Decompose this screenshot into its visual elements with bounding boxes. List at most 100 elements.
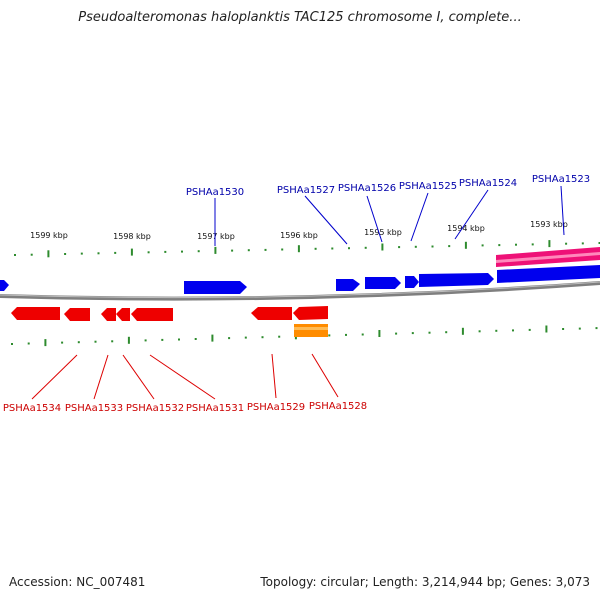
ruler-minor-tick <box>515 243 517 246</box>
gene-PSHAa1524[interactable] <box>419 273 494 287</box>
gene-label-PSHAa1532[interactable]: PSHAa1532 <box>126 403 184 414</box>
ruler-minor-tick <box>14 254 16 256</box>
gene-label-PSHAa1530[interactable]: PSHAa1530 <box>186 187 244 198</box>
label-connectors <box>31 185 565 400</box>
ruler-minor-tick <box>528 328 531 331</box>
ruler-minor-tick <box>114 251 117 254</box>
gene-PSHAa1528[interactable] <box>293 306 328 320</box>
gene-PSHAa1527[interactable] <box>336 279 360 291</box>
ruler-minor-tick <box>428 331 431 334</box>
gene-label-PSHAa1533[interactable]: PSHAa1533 <box>65 403 123 414</box>
ruler-label-1593: 1593 kbp <box>530 220 568 229</box>
ruler-minor-tick <box>398 246 401 249</box>
ruler-minor-tick <box>144 339 147 342</box>
ruler-major-tick <box>297 245 300 253</box>
ruler-label-1595: 1595 kbp <box>364 228 402 237</box>
ruler-major-tick <box>47 250 50 258</box>
gene-PSHAa1523[interactable] <box>497 265 600 283</box>
ruler-major-tick <box>44 339 47 347</box>
ruler-minor-tick <box>431 245 434 248</box>
gene-PSHAa1530[interactable] <box>184 281 247 294</box>
ruler-minor-tick <box>228 337 231 340</box>
gene-label-PSHAa1528[interactable]: PSHAa1528 <box>309 401 367 412</box>
gene-label-PSHAa1523[interactable]: PSHAa1523 <box>532 174 590 185</box>
rna-feature[interactable] <box>294 324 328 337</box>
ruler-minor-tick <box>30 253 33 256</box>
gene-forward[interactable] <box>0 280 9 291</box>
reverse-gene-labels: PSHAa1534 PSHAa1533 PSHAa1532 PSHAa1531 … <box>3 401 367 414</box>
ruler-minor-tick <box>77 341 80 344</box>
ruler-minor-tick <box>231 249 234 252</box>
ruler-minor-tick <box>278 335 281 338</box>
gene-PSHAa1532b[interactable] <box>116 308 130 321</box>
ruler-minor-tick <box>562 328 565 330</box>
ruler-major-tick <box>130 248 133 256</box>
ruler-minor-tick <box>495 329 498 332</box>
forward-genes <box>0 265 600 294</box>
ruler-minor-tick <box>147 251 150 254</box>
ruler-minor-tick <box>581 242 584 245</box>
ruler-minor-tick <box>395 332 398 335</box>
ruler-major-tick <box>381 243 384 251</box>
rna-feature-shine <box>294 327 328 330</box>
ruler-minor-tick <box>94 340 97 343</box>
ruler-major-tick <box>214 246 217 254</box>
ruler-minor-tick <box>11 343 13 345</box>
ruler-major-tick <box>211 334 214 342</box>
ruler-minor-tick <box>331 247 334 250</box>
ruler-major-tick <box>548 240 551 248</box>
ruler-label-1597: 1597 kbp <box>197 232 235 241</box>
ruler-minor-tick <box>348 247 350 250</box>
ruler-minor-tick <box>281 248 284 251</box>
ruler-minor-tick <box>314 247 317 250</box>
ruler-minor-tick <box>414 245 417 248</box>
ruler-major-tick <box>378 330 381 337</box>
chromosome-backbone <box>0 281 600 301</box>
gene-PSHAa1529[interactable] <box>251 307 292 320</box>
forward-gene-labels: PSHAa1530 PSHAa1527 PSHAa1526 PSHAa1525 … <box>186 174 590 198</box>
ruler-label-1598: 1598 kbp <box>113 232 151 241</box>
gene-label-PSHAa1525[interactable]: PSHAa1525 <box>399 181 457 192</box>
feature-highlight-shine <box>496 252 600 263</box>
gene-PSHAa1525[interactable] <box>405 276 419 288</box>
gene-PSHAa1526[interactable] <box>365 277 401 289</box>
ruler-minor-tick <box>364 246 367 249</box>
ruler-label-1596: 1596 kbp <box>280 231 318 240</box>
ruler-major-tick <box>464 241 467 249</box>
ruler-minor-tick <box>111 340 114 343</box>
ruler-minor-tick <box>411 332 414 335</box>
gene-PSHAa1534[interactable] <box>11 307 60 320</box>
ruler-minor-tick <box>178 338 180 341</box>
ruler-minor-tick <box>247 249 250 252</box>
ruler-minor-tick <box>197 250 200 253</box>
ruler-minor-tick <box>531 243 534 246</box>
ruler-minor-tick <box>264 248 267 251</box>
ruler-minor-tick <box>97 252 100 255</box>
gene-label-PSHAa1527[interactable]: PSHAa1527 <box>277 185 335 196</box>
ruler-minor-tick <box>578 327 581 330</box>
ruler-major-tick <box>461 327 464 335</box>
gene-label-PSHAa1524[interactable]: PSHAa1524 <box>459 178 517 189</box>
ruler-minor-tick <box>445 331 448 334</box>
ruler-minor-tick <box>448 245 451 248</box>
ruler-minor-tick <box>595 327 598 330</box>
ruler-minor-tick <box>161 338 164 341</box>
ruler-minor-tick <box>27 342 30 345</box>
gene-label-PSHAa1526[interactable]: PSHAa1526 <box>338 183 396 194</box>
gene-PSHAa1531[interactable] <box>131 308 173 321</box>
map-title: Pseudoalteromonas haloplanktis TAC125 ch… <box>78 10 522 25</box>
ruler-label-1599: 1599 kbp <box>30 231 68 240</box>
gene-label-PSHAa1531[interactable]: PSHAa1531 <box>186 403 244 414</box>
chromosome-backbone-highlight <box>0 281 600 299</box>
ruler-minor-tick <box>244 336 247 339</box>
gene-label-PSHAa1529[interactable]: PSHAa1529 <box>247 402 305 413</box>
ruler-minor-tick <box>345 333 347 336</box>
gene-label-PSHAa1534[interactable]: PSHAa1534 <box>3 403 61 414</box>
ruler-label-1594: 1594 kbp <box>447 224 485 233</box>
gene-PSHAa1532[interactable] <box>101 308 116 321</box>
ruler-ticks-bottom <box>11 325 598 347</box>
ruler-minor-tick <box>598 242 600 244</box>
gene-PSHAa1533[interactable] <box>64 308 90 321</box>
genome-summary: Topology: circular; Length: 3,214,944 bp… <box>260 575 590 589</box>
